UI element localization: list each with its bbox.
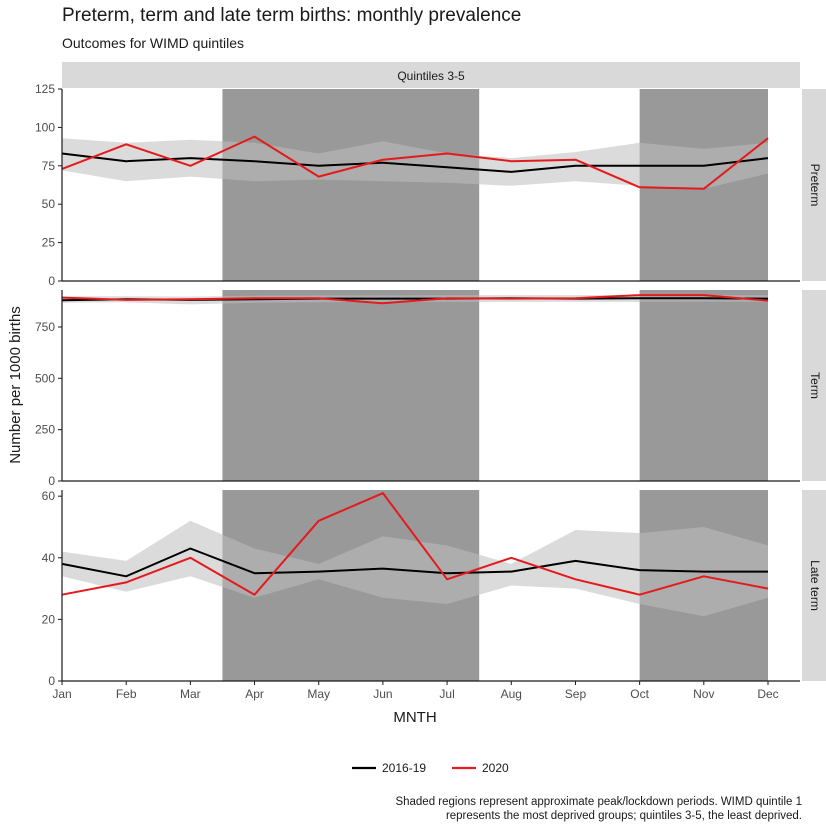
shaded-period — [222, 89, 480, 281]
panel-term: 0 250 500 750 Term — [35, 290, 826, 488]
range-band — [62, 138, 768, 189]
x-tick-label: Mar — [180, 687, 201, 701]
y-tick-label: 40 — [42, 551, 56, 565]
facet-strip-right — [802, 290, 826, 481]
legend-label: 2016-19 — [382, 761, 426, 775]
caption-line-2: represents the most deprived groups; qui… — [445, 810, 802, 822]
chart-plot: Quintiles 3-5 0 25 50 75 100 125 Preterm 0 250 500… — [7, 62, 826, 775]
series-line-2020 — [61, 492, 769, 596]
y-tick-label: 0 — [48, 274, 55, 288]
panel-preterm: 0 25 50 75 100 125 Preterm — [35, 82, 826, 288]
caption-line-1: Shaded regions represent approximate pea… — [395, 796, 802, 808]
series-line-2020 — [61, 135, 769, 190]
x-tick-label: Jul — [439, 687, 454, 701]
x-axis-label: MNTH — [393, 709, 436, 726]
range-band — [62, 520, 768, 617]
x-tick-label: Aug — [501, 687, 522, 701]
y-tick-label: 750 — [35, 320, 55, 334]
y-axis-label: Number per 1000 births — [7, 306, 24, 464]
series-line-2016-19 — [61, 547, 768, 578]
y-tick-label: 60 — [42, 489, 56, 503]
facet-strip-right — [802, 490, 826, 681]
y-tick-label: 125 — [35, 82, 55, 96]
panel-late-term: 0 20 40 60 Late term — [42, 489, 826, 688]
chart-subtitle: Outcomes for WIMD quintiles — [62, 35, 245, 51]
x-tick-label: Jan — [52, 687, 71, 701]
facet-strip-label: Late term — [808, 560, 822, 611]
shaded-period — [222, 290, 480, 481]
y-tick-label: 500 — [35, 371, 55, 385]
y-tick-label: 75 — [42, 159, 56, 173]
y-tick-label: 25 — [42, 236, 56, 250]
x-tick-label: Nov — [693, 687, 714, 701]
chart-caption: Shaded regions represent approximate pea… — [202, 795, 802, 823]
y-tick-label: 50 — [42, 197, 56, 211]
facet-strip-label: Term — [808, 372, 822, 399]
x-tick-label: Sep — [565, 687, 587, 701]
y-tick-label: 100 — [35, 120, 55, 134]
y-tick-label: 0 — [48, 474, 55, 488]
series-line-2020 — [61, 294, 769, 305]
y-tick-label: 250 — [35, 423, 55, 437]
facet-strip-top — [62, 62, 800, 88]
y-tick-label: 0 — [48, 674, 55, 688]
x-tick-label: Jun — [373, 687, 392, 701]
chart-title: Preterm, term and late term births: mont… — [62, 5, 522, 26]
legend-label: 2020 — [482, 761, 509, 775]
facet-strip-label: Preterm — [808, 164, 822, 207]
facet-strip-right — [802, 89, 826, 281]
x-tick-label: Dec — [757, 687, 778, 701]
series-line-2016-19 — [61, 152, 769, 173]
x-tick-label: Feb — [116, 687, 137, 701]
x-tick-label: Apr — [245, 687, 264, 701]
y-tick-label: 20 — [42, 612, 56, 626]
facet-strip-label: Quintiles 3-5 — [397, 69, 465, 83]
shaded-period — [639, 290, 768, 481]
x-tick-label: May — [307, 687, 330, 701]
x-tick-label: Oct — [630, 687, 649, 701]
